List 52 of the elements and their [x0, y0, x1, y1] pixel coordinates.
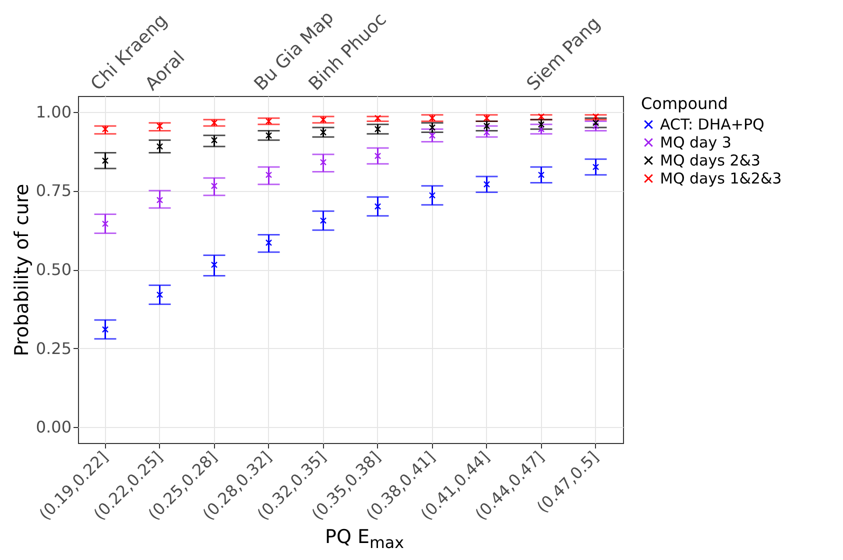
point [483, 122, 490, 130]
point [428, 132, 436, 139]
y-axis-title: Probability of cure [10, 184, 33, 356]
y-tick-label: 1.00 [36, 102, 72, 122]
point [374, 203, 382, 210]
y-tick-label: 0.00 [36, 418, 72, 437]
point [428, 192, 436, 199]
legend-title: Compound [641, 94, 728, 113]
point [156, 291, 164, 298]
y-tick-label: 0.75 [36, 181, 72, 200]
point [592, 122, 600, 130]
point [156, 122, 164, 130]
point [320, 158, 327, 166]
point [374, 152, 382, 160]
point [210, 182, 218, 190]
y-tick-label: 0.25 [36, 338, 72, 358]
point [210, 136, 218, 144]
point [320, 217, 327, 224]
point [102, 157, 109, 164]
y-tick-label: 0.50 [36, 260, 72, 279]
point [265, 172, 272, 178]
point [374, 126, 382, 132]
point [102, 220, 109, 228]
point [483, 114, 490, 122]
point [210, 119, 218, 126]
point [102, 326, 109, 333]
point [156, 196, 164, 204]
x-axis-title: PQ E$_{max}$ [324, 526, 405, 552]
point [592, 164, 600, 170]
legend-label: MQ days 2&3 [660, 152, 760, 170]
legend-label: MQ day 3 [660, 134, 732, 152]
point [428, 124, 436, 131]
point [538, 172, 545, 178]
point [320, 116, 327, 123]
point [538, 113, 545, 120]
point [538, 121, 545, 128]
point [265, 239, 272, 246]
point [538, 126, 545, 132]
point [374, 114, 382, 122]
point [102, 126, 109, 132]
point [483, 128, 490, 136]
point [265, 132, 272, 139]
point [592, 113, 600, 120]
point [483, 180, 490, 188]
point [156, 143, 164, 150]
legend-label: MQ days 1&2&3 [660, 170, 782, 188]
point [265, 118, 272, 125]
point [428, 114, 436, 122]
legend-label: ACT: DHA+PQ [660, 116, 764, 134]
point [320, 128, 327, 136]
point [210, 261, 218, 268]
point [592, 119, 600, 126]
